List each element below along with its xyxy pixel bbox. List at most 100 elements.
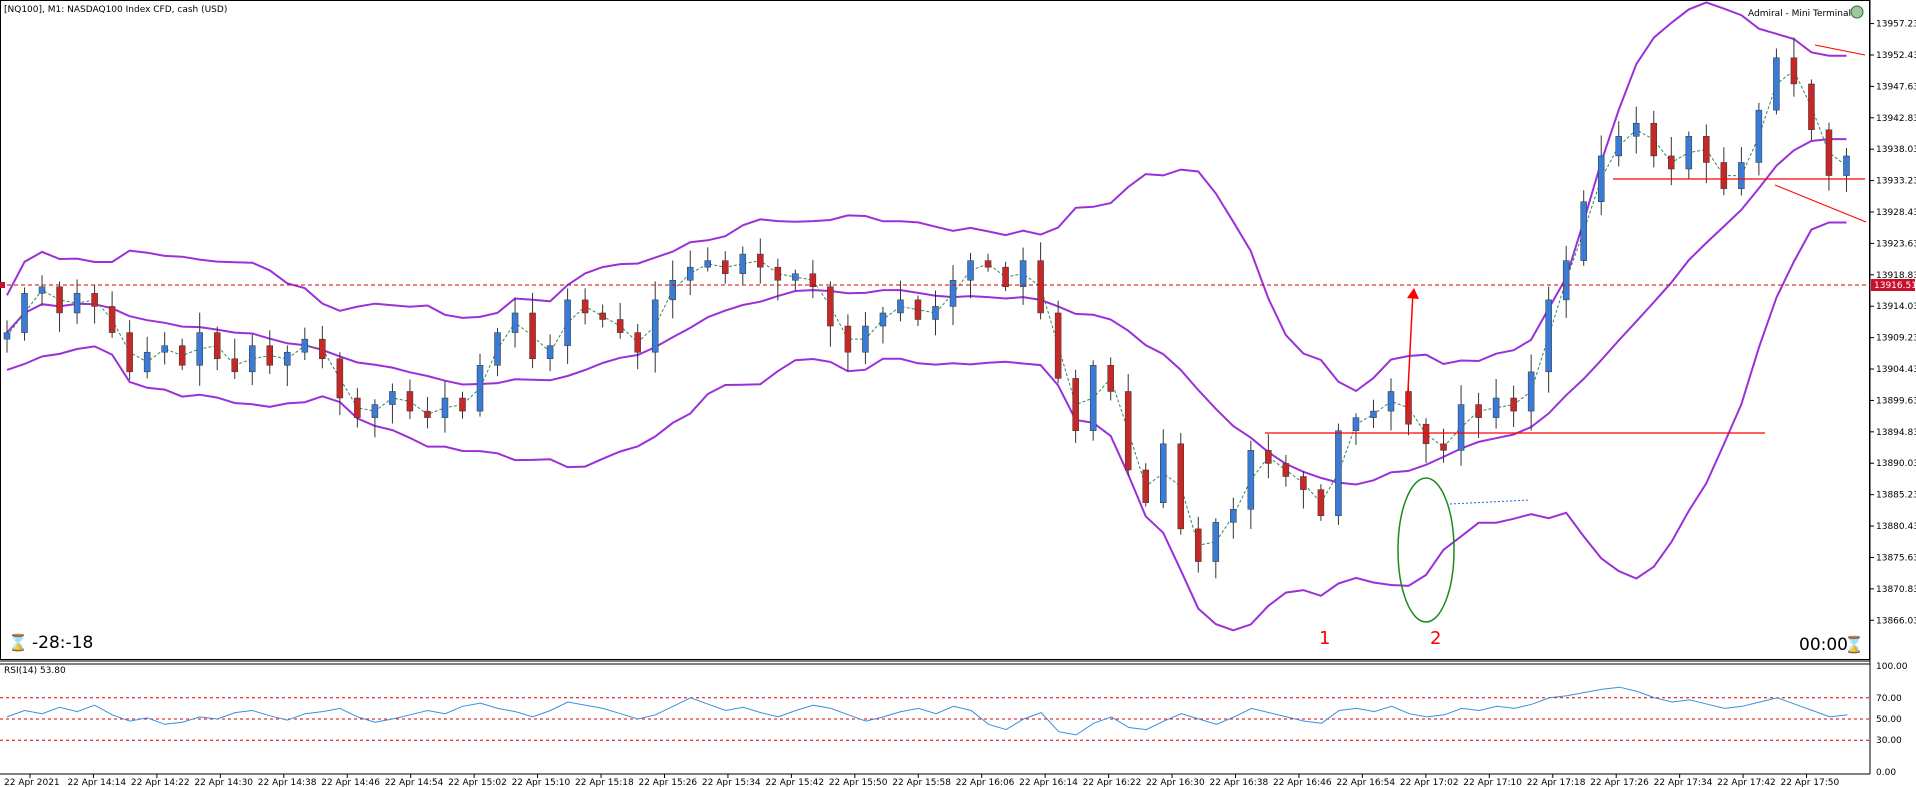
price-axis: 13957.23 13952.43 13947.63 13942.83 13938.03… — [1870, 20, 1916, 626]
candle-body — [424, 410, 431, 418]
candle-body — [266, 345, 274, 366]
price-tick-label: 13914.03 — [1876, 302, 1916, 312]
candle-body — [1457, 404, 1465, 451]
candle-body — [1335, 430, 1342, 517]
candle-body — [1317, 489, 1325, 517]
price-tick-label: 13909.23 — [1876, 334, 1916, 344]
candle-body — [1212, 522, 1220, 562]
rsi-line — [6, 686, 1848, 736]
highlight-circle[interactable] — [1397, 477, 1455, 623]
candle-body — [1037, 260, 1044, 314]
price-tick-label: 13904.43 — [1876, 365, 1916, 375]
time-tick-label: 22 Apr 14:14 — [67, 778, 126, 787]
candle-body — [1300, 476, 1307, 490]
terminal-label[interactable]: Admiral - Mini Terminal — [1748, 9, 1851, 19]
price-tick-label: 13894.83 — [1876, 428, 1916, 438]
candle-body — [546, 345, 554, 360]
price-tick-label: 13957.23 — [1876, 20, 1916, 30]
candle-body — [371, 404, 379, 418]
channel-top-line[interactable] — [1814, 44, 1866, 56]
annotation-2: 2 — [1430, 628, 1441, 649]
dotted-level-line[interactable] — [1449, 499, 1531, 505]
candle-body — [126, 332, 133, 373]
candle-body — [1089, 365, 1097, 431]
candle-body — [336, 358, 344, 399]
current-price-tag — [1871, 279, 1915, 291]
time-tick-label: 22 Apr 14:30 — [194, 778, 253, 787]
candle-body — [634, 332, 641, 353]
candle-body — [1808, 83, 1815, 131]
candle-body — [178, 345, 186, 366]
candle-body — [1422, 423, 1430, 445]
candle-body — [932, 306, 939, 320]
candle-body — [1562, 260, 1570, 301]
candle-body — [1615, 136, 1622, 157]
rsi-tick-label: 50.00 — [1876, 715, 1902, 725]
candle-body — [476, 365, 484, 412]
candle-body — [809, 273, 817, 288]
price-tick-label: 13947.63 — [1876, 82, 1916, 92]
time-tick-label: 22 Apr 15:10 — [512, 778, 571, 787]
time-tick-label: 22 Apr 17:02 — [1400, 778, 1459, 787]
current-price-label: 13916.51 — [1874, 281, 1916, 291]
candle-body — [3, 332, 11, 340]
candle-body — [1177, 443, 1185, 530]
candle-body — [1633, 122, 1640, 137]
time-tick-label: 22 Apr 16:38 — [1210, 778, 1269, 787]
candle-body — [1142, 469, 1149, 503]
time-tick-label: 22 Apr 16:46 — [1273, 778, 1332, 787]
candle-body — [1352, 417, 1360, 431]
candle-body — [1054, 312, 1062, 379]
candle-body — [1475, 404, 1482, 418]
candle-body — [669, 279, 676, 301]
time-tick-label: 22 Apr 2021 — [4, 778, 60, 787]
price-tick-label: 13899.63 — [1876, 396, 1916, 406]
price-tick-label: 13952.43 — [1876, 51, 1916, 61]
candle-body — [1159, 443, 1167, 503]
candle-body — [91, 293, 98, 307]
rsi-tick-label: 70.00 — [1876, 694, 1902, 704]
candle-body — [459, 397, 466, 412]
time-tick-label: 22 Apr 16:22 — [1083, 778, 1142, 787]
candle-body — [1773, 57, 1780, 111]
candle-body — [1738, 162, 1745, 189]
bollinger-bands — [6, 1, 1847, 632]
rsi-tick-label: 30.00 — [1876, 736, 1902, 746]
time-tick-label: 22 Apr 14:46 — [321, 778, 380, 787]
candle-body — [301, 338, 309, 353]
time-axis: 22 Apr 2021 22 Apr 14:14 22 Apr 14:22 22 Ap… — [4, 774, 1840, 787]
candle-body — [143, 351, 151, 373]
candle-body — [511, 312, 519, 333]
up-arrow[interactable] — [1406, 291, 1414, 411]
price-tick-label: 13923.63 — [1876, 239, 1916, 249]
time-tick-label: 22 Apr 15:58 — [892, 778, 951, 787]
terminal-icon[interactable] — [1850, 5, 1864, 19]
candle-body — [406, 391, 414, 412]
time-tick-label: 22 Apr 17:10 — [1463, 778, 1522, 787]
candle-body — [1720, 162, 1728, 189]
candle-body — [213, 332, 221, 360]
rsi-tick-label: 0.00 — [1876, 768, 1896, 778]
candle-body — [879, 312, 887, 327]
price-tick-label: 13880.43 — [1876, 522, 1916, 532]
candle-body — [1510, 397, 1517, 412]
time-tick-label: 22 Apr 17:42 — [1717, 778, 1776, 787]
candle-body — [844, 325, 852, 353]
time-tick-label: 22 Apr 15:42 — [765, 778, 824, 787]
channel-bottom-line[interactable] — [1774, 184, 1867, 223]
candle-body — [564, 299, 571, 346]
time-tick-label: 22 Apr 17:34 — [1654, 778, 1713, 787]
candle-body — [1825, 129, 1833, 176]
countdown-left: -28:-18 — [32, 633, 93, 653]
candle-body — [1002, 266, 1009, 288]
candle-body — [1282, 463, 1290, 477]
candle-body — [1580, 201, 1587, 261]
time-tick-label: 22 Apr 17:50 — [1781, 778, 1840, 787]
price-tick-label: 13918.83 — [1876, 271, 1916, 281]
candle-body — [1492, 397, 1500, 418]
candle-body — [354, 397, 361, 418]
candle-body — [319, 338, 326, 360]
candle-body — [1195, 528, 1202, 562]
candle-body — [599, 312, 606, 320]
